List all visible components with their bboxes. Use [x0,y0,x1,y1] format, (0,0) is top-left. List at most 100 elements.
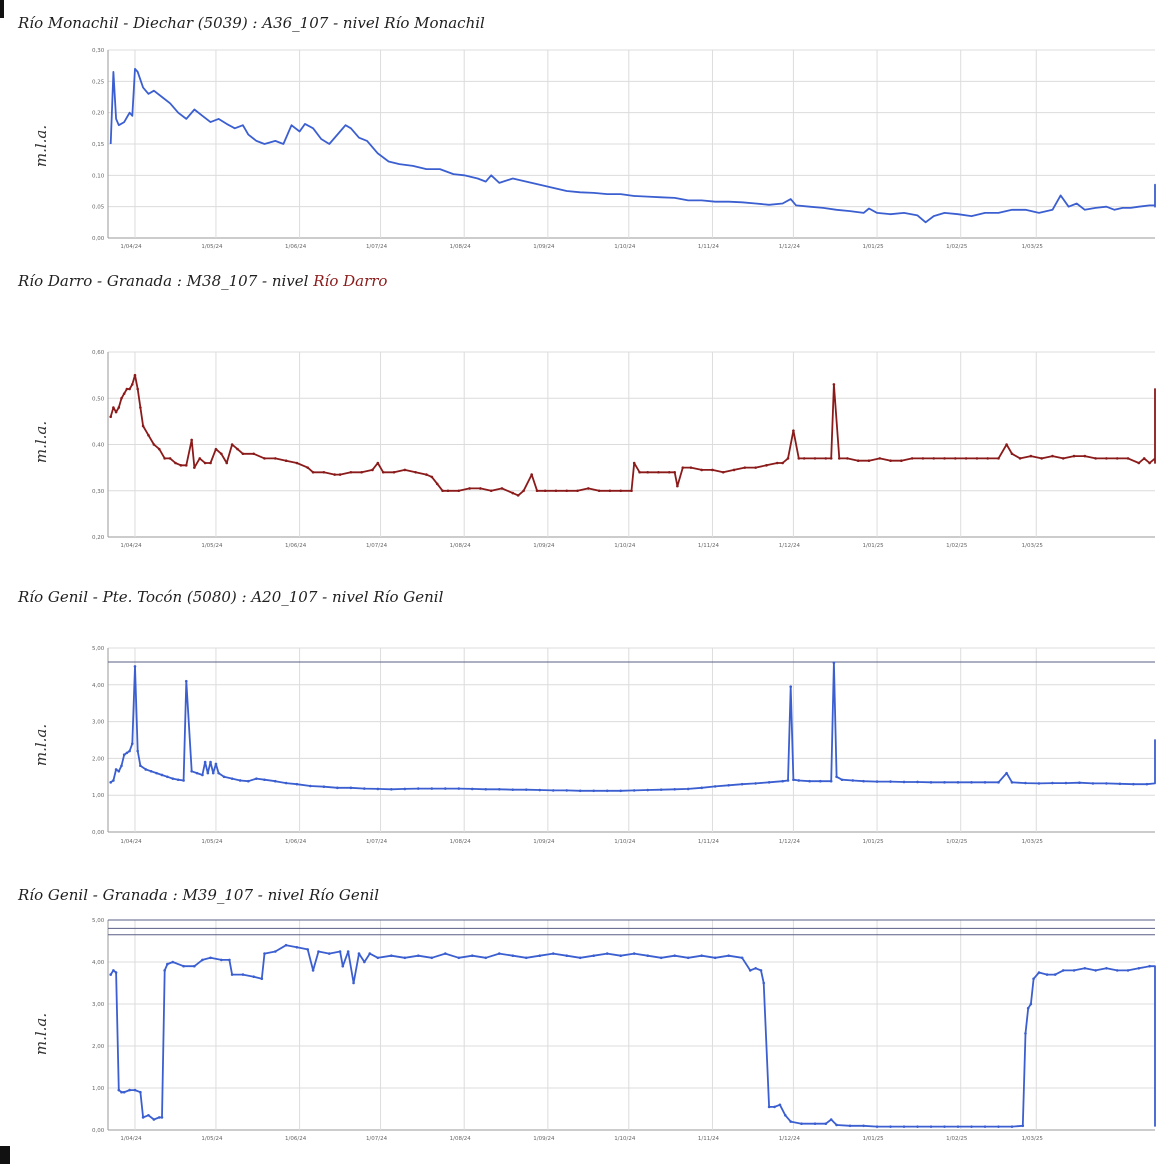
data-point [190,438,193,442]
data-point [435,482,439,486]
data-point [149,769,153,773]
data-point [713,956,717,960]
data-point [840,778,844,782]
data-point [676,484,679,488]
data-point [120,764,123,768]
data-point [112,969,115,972]
data-point [209,760,212,764]
data-point [230,777,234,780]
data-point [109,781,112,784]
data-point [767,781,771,784]
data-point [120,1090,123,1094]
data-point [252,975,256,978]
data-point [368,952,372,955]
x-tick-label: 1/04/24 [120,543,142,549]
data-point [686,956,690,960]
data-point [211,771,215,775]
data-point [236,447,239,451]
data-point [349,470,353,474]
data-point [122,392,126,395]
data-point [1118,782,1122,786]
data-point [1061,457,1065,460]
y-tick-label: 2,00 [92,756,105,762]
data-point [910,457,914,460]
data-point [1024,1032,1027,1035]
x-tick-label: 1/12/24 [779,543,801,549]
data-point [1051,454,1054,458]
data-point [970,781,973,784]
data-point [136,749,139,753]
data-point [775,461,779,465]
x-tick-label: 1/03/25 [1022,839,1044,845]
data-point [1005,443,1008,446]
data-point [1024,781,1027,785]
data-point [128,1088,131,1092]
y-tick-label: 0,30 [92,489,105,495]
data-point [829,779,833,783]
data-point [403,787,407,791]
data-point [713,785,717,788]
data-point [832,661,836,665]
data-point [317,950,320,953]
chart-panel-monachil: Río Monachil - Diechar (5039) : A36_107 … [0,0,1169,260]
data-point [479,487,482,490]
data-point [1010,781,1014,784]
data-point [130,742,134,745]
data-point [765,464,768,467]
data-point [117,406,121,409]
x-tick-label: 1/05/24 [201,244,223,250]
data-point [997,781,1000,784]
y-tick-label: 5,00 [92,918,105,924]
data-point [956,1125,960,1128]
data-point [363,960,366,964]
line-chart: 0,00 1,00 2,00 3,00 4,00 5,00 1/04/24 1/05/24 1/… [32,646,1156,845]
data-point [241,973,245,976]
data-point [390,788,393,791]
data-point [284,781,288,785]
data-point [1148,964,1151,968]
data-point [346,950,350,953]
x-tick-label: 1/10/24 [614,1136,636,1142]
chart-title: Río Genil - Pte. Tocón (5080) : A20_107 … [18,588,444,606]
data-point [524,956,528,960]
data-point [970,1125,973,1128]
data-point [182,964,185,968]
data-point [371,468,374,472]
y-axis-label: m.l.a. [32,125,50,167]
data-point [193,466,196,469]
data-point [497,788,501,791]
data-point [441,489,444,493]
data-point [160,1116,164,1119]
y-tick-label: 0,20 [92,111,105,117]
data-point [786,779,790,782]
chart-title: Río Darro - Granada : M38_107 - nivel Rí… [18,272,387,290]
data-point [209,956,212,960]
data-point [824,1122,828,1125]
data-point [263,457,266,460]
data-point [152,443,156,446]
y-tick-label: 0,15 [92,142,105,148]
data-point [1045,973,1049,976]
data-point [155,771,158,775]
data-point [578,789,582,793]
data-point [497,952,501,955]
data-point [157,1116,161,1119]
data-point [659,956,663,960]
data-point [166,962,169,966]
data-point [646,470,649,474]
data-point [1145,782,1149,786]
series-line [109,67,1156,224]
x-tick-label: 1/11/24 [698,839,720,845]
data-point [605,952,609,955]
data-point [743,466,747,469]
data-point [1061,969,1065,972]
data-point [659,788,663,791]
data-point [241,452,245,456]
series-line [109,374,1156,497]
data-point [260,977,264,981]
data-point [376,956,380,960]
data-point [781,461,784,465]
data-point [759,969,763,972]
data-point [152,1118,156,1121]
data-point [1064,781,1068,785]
